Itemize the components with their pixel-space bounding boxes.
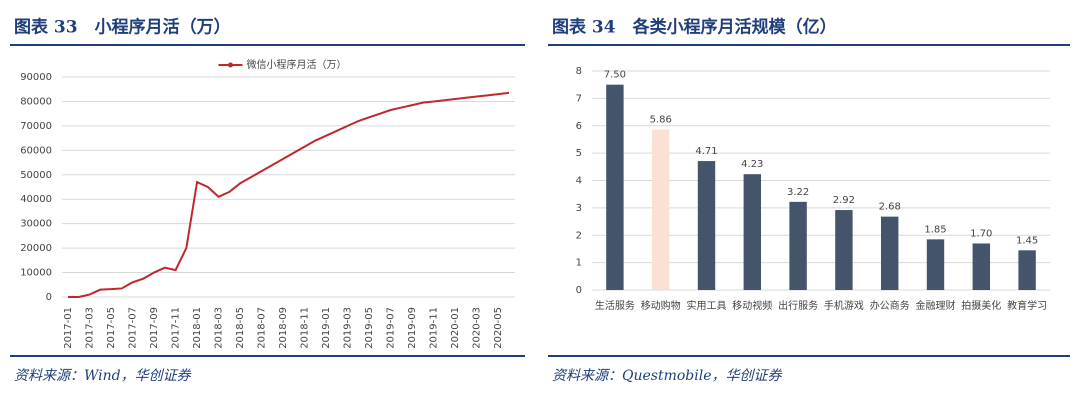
legend-marker bbox=[228, 62, 233, 68]
bar bbox=[697, 161, 716, 290]
x-tick-label: 2017-05 bbox=[106, 307, 117, 349]
x-tick-label: 2017-01 bbox=[63, 307, 74, 349]
value-label: 7.50 bbox=[604, 70, 626, 81]
x-tick-label: 手机游戏 bbox=[824, 299, 864, 312]
x-tick-label: 2019-05 bbox=[364, 307, 375, 349]
x-tick-label: 2018-05 bbox=[235, 307, 246, 349]
bar bbox=[606, 84, 624, 290]
value-label: 3.22 bbox=[787, 187, 809, 198]
bar bbox=[880, 216, 899, 290]
x-tick-label: 教育学习 bbox=[1007, 299, 1047, 312]
y-tick-label: 2 bbox=[576, 230, 582, 241]
value-label: 2.68 bbox=[879, 202, 901, 213]
bar bbox=[926, 239, 945, 290]
value-label: 1.45 bbox=[1016, 235, 1038, 246]
y-tick-label: 4 bbox=[576, 176, 582, 187]
y-tick-label: 80000 bbox=[20, 96, 52, 107]
y-tick-label: 40000 bbox=[20, 194, 52, 205]
y-tick-label: 6 bbox=[576, 121, 582, 132]
chart-title: 图表 34 各类小程序月活规模（亿） bbox=[552, 17, 837, 38]
x-tick-label: 2017-07 bbox=[128, 307, 139, 349]
bar bbox=[789, 201, 807, 290]
x-tick-label: 金融理财 bbox=[916, 299, 956, 312]
y-tick-label: 90000 bbox=[20, 72, 52, 83]
x-tick-label: 2017-03 bbox=[85, 307, 96, 349]
value-label: 5.86 bbox=[650, 115, 672, 126]
x-tick-label: 2019-11 bbox=[429, 307, 440, 349]
chart-title: 图表 33 小程序月活（万） bbox=[14, 17, 231, 38]
y-tick-label: 20000 bbox=[20, 243, 52, 254]
value-label: 4.71 bbox=[695, 146, 717, 157]
x-tick-label: 2018-03 bbox=[214, 307, 225, 349]
source: 资料来源：Wind，华创证券 bbox=[14, 368, 192, 384]
x-tick-label: 2019-01 bbox=[321, 307, 332, 349]
bar bbox=[651, 129, 670, 290]
y-tick-label: 7 bbox=[576, 93, 582, 104]
x-tick-label: 移动视频 bbox=[732, 299, 772, 312]
x-tick-label: 2019-07 bbox=[386, 307, 397, 349]
y-tick-label: 30000 bbox=[20, 219, 52, 230]
legend-label: 微信小程序月活（万） bbox=[247, 58, 347, 71]
bar bbox=[835, 210, 853, 290]
y-tick-label: 0 bbox=[576, 285, 582, 296]
x-tick-label: 实用工具 bbox=[687, 299, 727, 312]
x-tick-label: 2018-01 bbox=[192, 307, 203, 349]
y-tick-label: 0 bbox=[46, 292, 52, 303]
x-tick-label: 生活服务 bbox=[595, 299, 635, 312]
x-tick-label: 2017-09 bbox=[149, 307, 160, 349]
source: 资料来源：Questmobile，华创证券 bbox=[552, 368, 782, 384]
line bbox=[68, 91, 510, 298]
y-tick-label: 10000 bbox=[20, 268, 52, 279]
value-label: 1.70 bbox=[970, 228, 992, 239]
x-tick-label: 2019-03 bbox=[343, 307, 354, 349]
bar bbox=[743, 174, 762, 290]
x-tick-label: 2018-09 bbox=[278, 307, 289, 349]
bar bbox=[1018, 250, 1036, 290]
x-tick-label: 拍摄美化 bbox=[961, 299, 1001, 312]
y-tick-label: 8 bbox=[576, 66, 582, 77]
x-tick-label: 2017-11 bbox=[171, 307, 182, 349]
x-tick-label: 2020-01 bbox=[450, 307, 461, 349]
value-label: 2.92 bbox=[833, 195, 855, 206]
x-tick-label: 2018-07 bbox=[257, 307, 268, 349]
y-tick-label: 70000 bbox=[20, 121, 52, 132]
y-tick-label: 1 bbox=[576, 258, 582, 269]
x-tick-label: 出行服务 bbox=[778, 299, 818, 312]
x-tick-label: 移动购物 bbox=[641, 299, 681, 312]
x-tick-label: 办公商务 bbox=[870, 299, 910, 312]
bar bbox=[972, 243, 991, 290]
value-label: 1.85 bbox=[924, 224, 946, 235]
y-tick-label: 5 bbox=[576, 148, 582, 159]
y-tick-label: 3 bbox=[576, 203, 582, 214]
x-tick-label: 2020-05 bbox=[493, 307, 504, 349]
x-tick-label: 2019-09 bbox=[407, 307, 418, 349]
x-tick-label: 2020-03 bbox=[472, 307, 483, 349]
x-tick-label: 2018-11 bbox=[300, 307, 311, 349]
y-tick-label: 60000 bbox=[20, 145, 52, 156]
y-tick-label: 50000 bbox=[20, 170, 52, 181]
value-label: 4.23 bbox=[741, 159, 763, 170]
